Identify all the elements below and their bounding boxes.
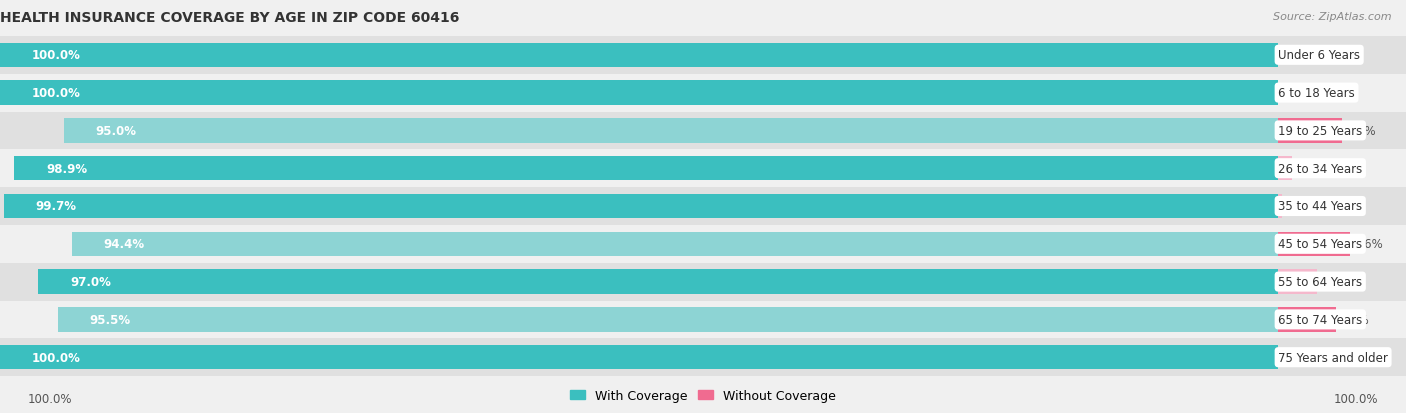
Text: 94.4%: 94.4% [104,238,145,251]
Text: 100.0%: 100.0% [32,351,80,364]
Text: 19 to 25 Years: 19 to 25 Years [1278,125,1362,138]
Bar [1278,194,1282,219]
Bar [0,112,1406,150]
Bar [0,81,1278,106]
Bar [38,270,1278,294]
Bar [0,188,1406,225]
Bar [0,301,1406,339]
Bar [0,74,1406,112]
Text: 0.0%: 0.0% [1282,49,1312,62]
Text: HEALTH INSURANCE COVERAGE BY AGE IN ZIP CODE 60416: HEALTH INSURANCE COVERAGE BY AGE IN ZIP … [0,11,460,25]
Text: 0.0%: 0.0% [1282,351,1312,364]
Text: 3.0%: 3.0% [1320,275,1350,288]
Text: 4.5%: 4.5% [1340,313,1369,326]
Bar [0,43,1278,68]
Text: 95.5%: 95.5% [90,313,131,326]
Text: 5.6%: 5.6% [1354,238,1384,251]
Bar [0,263,1406,301]
Legend: With Coverage, Without Coverage: With Coverage, Without Coverage [565,384,841,407]
Text: Under 6 Years: Under 6 Years [1278,49,1360,62]
Bar [1278,270,1316,294]
Bar [14,157,1278,181]
Text: 35 to 44 Years: 35 to 44 Years [1278,200,1362,213]
Text: 1.1%: 1.1% [1296,162,1326,175]
Text: 55 to 64 Years: 55 to 64 Years [1278,275,1362,288]
Text: 97.0%: 97.0% [70,275,111,288]
Bar [58,307,1278,332]
Text: 75 Years and older: 75 Years and older [1278,351,1388,364]
Bar [63,119,1278,143]
Text: 26 to 34 Years: 26 to 34 Years [1278,162,1362,175]
Text: 65 to 74 Years: 65 to 74 Years [1278,313,1362,326]
Bar [1278,119,1343,143]
Bar [0,37,1406,74]
Bar [0,345,1278,370]
Bar [1278,157,1292,181]
Bar [1278,307,1336,332]
Text: 100.0%: 100.0% [32,87,80,100]
Bar [0,150,1406,188]
Text: 99.7%: 99.7% [35,200,77,213]
Text: 95.0%: 95.0% [96,125,136,138]
Text: 100.0%: 100.0% [1333,392,1378,405]
Text: 98.9%: 98.9% [46,162,87,175]
Text: 5.0%: 5.0% [1346,125,1375,138]
Bar [4,194,1278,219]
Bar [72,232,1278,256]
Text: 6 to 18 Years: 6 to 18 Years [1278,87,1355,100]
Text: 0.28%: 0.28% [1285,200,1323,213]
Text: 0.0%: 0.0% [1282,87,1312,100]
Text: 100.0%: 100.0% [32,49,80,62]
Text: Source: ZipAtlas.com: Source: ZipAtlas.com [1274,12,1392,22]
Text: 45 to 54 Years: 45 to 54 Years [1278,238,1362,251]
Bar [0,339,1406,376]
Bar [0,225,1406,263]
Text: 100.0%: 100.0% [28,392,73,405]
Bar [1278,232,1350,256]
